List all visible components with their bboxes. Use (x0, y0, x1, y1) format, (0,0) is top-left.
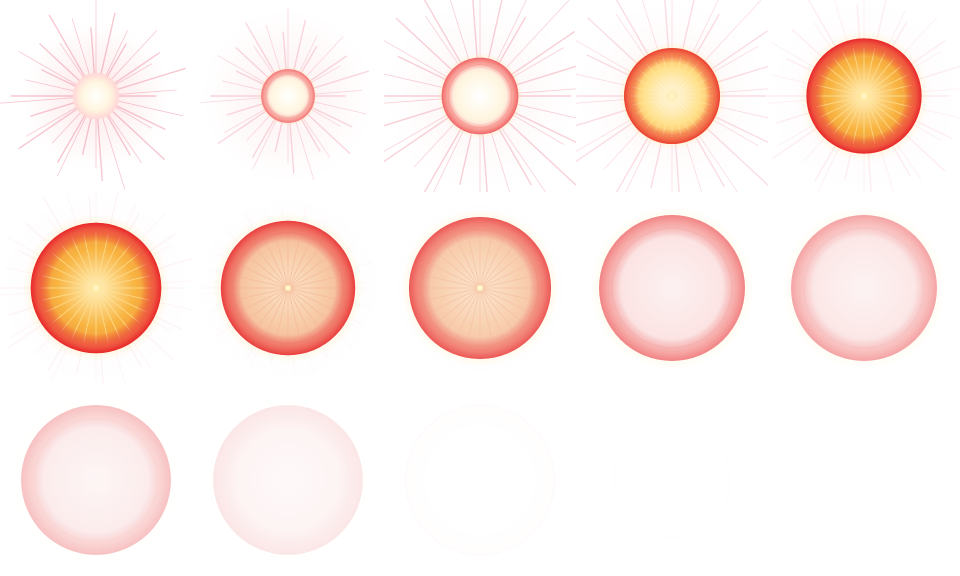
sprite-frame-6 (0, 192, 192, 384)
explosion-frame-graphic (0, 0, 186, 190)
spark-rays (200, 8, 370, 180)
explosion-frame-graphic (12, 396, 180, 564)
sprite-frame-11 (0, 384, 192, 576)
sprite-frame-10 (768, 192, 960, 384)
inner-ring (803, 227, 925, 349)
explosion-frame-graphic (0, 192, 192, 384)
inner-ring (632, 56, 712, 136)
shock-rim (220, 220, 356, 356)
sprite-frame-9 (576, 192, 768, 384)
inner-ring (611, 227, 733, 349)
explosion-frame-graphic (194, 194, 382, 382)
sprite-frame-14 (576, 384, 768, 576)
sprite-frame-5 (768, 0, 960, 192)
shock-rim (806, 38, 922, 154)
inner-ring (265, 73, 311, 119)
explosion-frame-graphic (576, 0, 768, 192)
explosion-frame-graphic (768, 0, 960, 192)
spark-rays (0, 0, 186, 190)
explosion-frame-graphic (384, 0, 576, 192)
shock-rim (624, 48, 720, 144)
sprite-frame-7 (192, 192, 384, 384)
explosion-frame-graphic (386, 194, 574, 382)
shock-rim (21, 405, 171, 555)
sprite-frame-4 (576, 0, 768, 192)
shock-rim (599, 215, 745, 361)
inner-ring (448, 64, 512, 128)
explosion-frame-graphic (204, 396, 372, 564)
explosion-frame-graphic (396, 396, 564, 564)
explosion-frame-graphic (782, 206, 946, 370)
inner-ring (41, 233, 151, 343)
shock-rim (30, 222, 162, 354)
sprite-frame-1 (0, 0, 192, 192)
shock-rim (408, 216, 552, 360)
spark-rays (384, 0, 576, 192)
inner-ring (421, 229, 539, 347)
sprite-frame-13 (384, 384, 576, 576)
fading-outline (404, 404, 556, 556)
shock-rim (791, 215, 937, 361)
inner-ring (816, 48, 912, 144)
explosion-frame-graphic (607, 415, 737, 545)
inner-ring (34, 418, 158, 542)
spark-rays (576, 0, 768, 192)
shock-rim (441, 57, 519, 135)
explosion-frame-graphic (590, 206, 754, 370)
inner-ring (232, 232, 344, 344)
explosion-frame-graphic (200, 8, 375, 183)
sprite-frame-2 (192, 0, 384, 192)
shock-rim (213, 405, 363, 555)
sprite-frame-8 (384, 192, 576, 384)
shock-rim (261, 69, 315, 123)
shock-rim (72, 72, 120, 120)
sprite-frame-12 (192, 384, 384, 576)
shock-rim (405, 405, 555, 555)
sprite-frame-3 (384, 0, 576, 192)
shock-rim (614, 422, 730, 538)
